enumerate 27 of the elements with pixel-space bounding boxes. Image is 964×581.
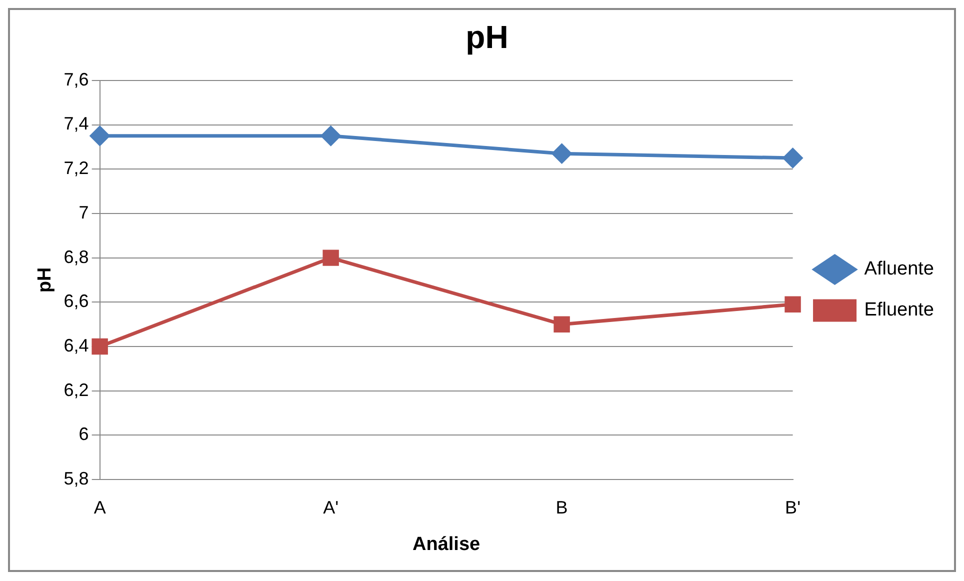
y-tick-label: 6 xyxy=(78,424,89,444)
x-tick-label: A xyxy=(94,497,106,518)
point xyxy=(783,148,803,168)
y-axis-title: pH xyxy=(34,267,56,293)
legend-label: Efluente xyxy=(864,300,934,321)
chart-title: pH xyxy=(466,19,508,56)
y-tick-label: 6,6 xyxy=(64,291,89,312)
point xyxy=(784,296,801,313)
x-tick-label: B' xyxy=(785,497,801,518)
point xyxy=(554,316,570,332)
point xyxy=(90,126,110,146)
x-tick-label: B xyxy=(556,497,568,518)
y-tick-label: 7 xyxy=(78,202,89,222)
x-tick-label: A' xyxy=(323,497,339,518)
y-tick-label: 6,8 xyxy=(64,246,89,267)
point xyxy=(552,144,572,164)
y-tick-label: 7,4 xyxy=(64,114,89,134)
point xyxy=(322,250,339,266)
y-tick-label: 6,4 xyxy=(64,336,89,356)
point xyxy=(92,338,108,355)
x-axis-title: Análise xyxy=(412,534,480,555)
y-tick-label: 5,8 xyxy=(64,468,89,489)
legend-label: Afluente xyxy=(864,258,934,280)
y-tick-label: 7,6 xyxy=(64,69,89,90)
point xyxy=(321,126,341,146)
y-tick-label: 7,2 xyxy=(64,158,89,178)
y-tick-label: 6,2 xyxy=(64,380,89,400)
